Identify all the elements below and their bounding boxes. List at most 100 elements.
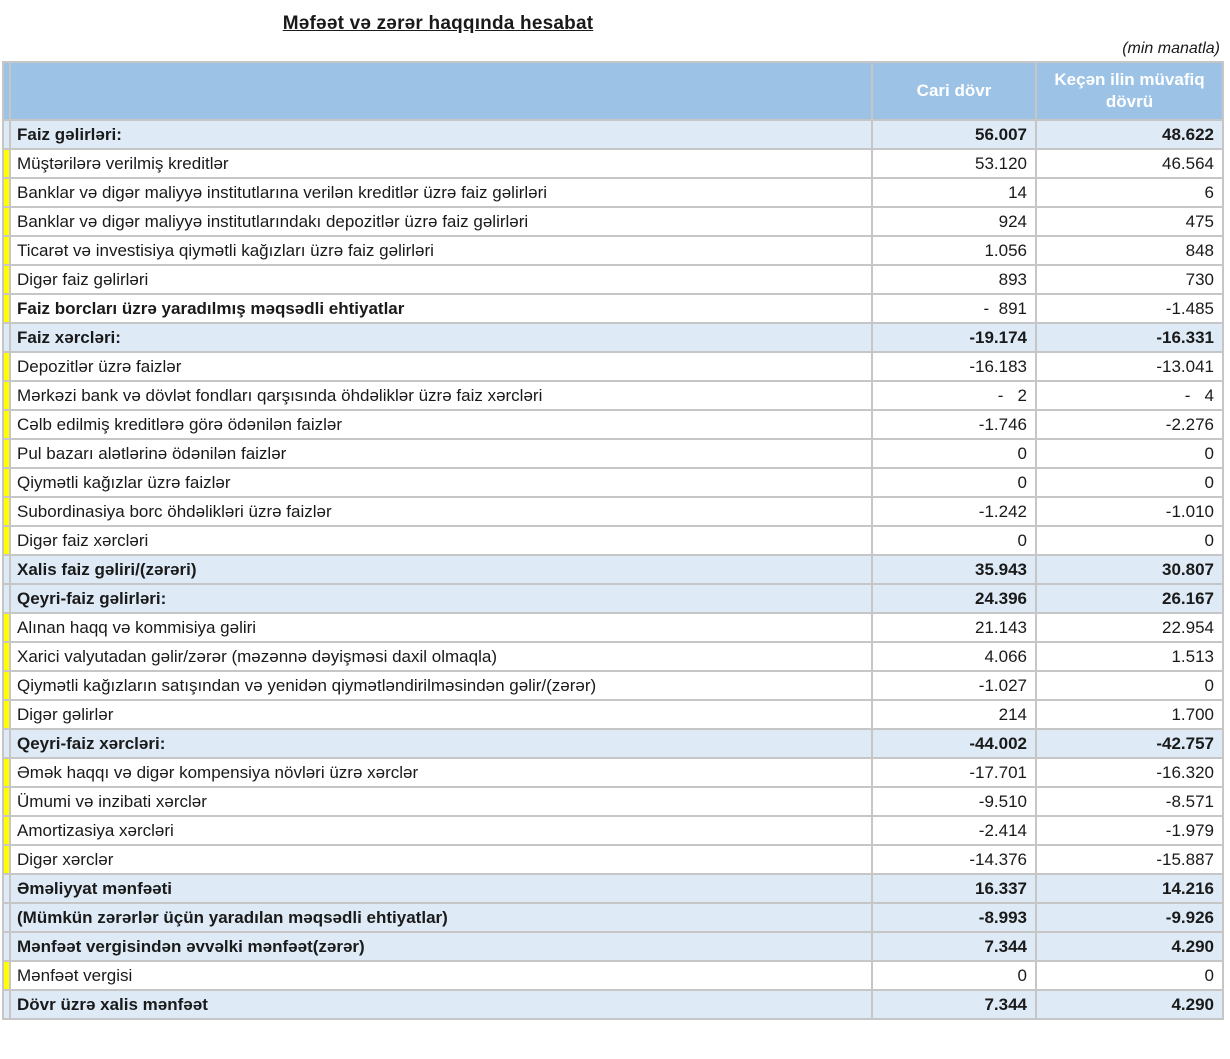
row-previous-value: 46.564 [1035,148,1224,179]
row-label: Mənfəət vergisi [9,960,873,991]
row-previous-value: 6 [1035,177,1224,208]
row-previous-value: -1.010 [1035,496,1224,527]
row-label: Xarici valyutadan gəlir/zərər (məzənnə d… [9,641,873,672]
pnl-table: Cari dövr Keçən ilin müvafiq dövrü Faiz … [2,61,1224,1020]
row-label: Pul bazarı alətlərinə ödənilən faizlər [9,438,873,469]
row-current-value: 0 [871,525,1037,556]
row-label: Digər faiz xərcləri [9,525,873,556]
row-previous-value: 0 [1035,438,1224,469]
table-row: Faiz borcları üzrə yaradılmış məqsədli e… [2,293,1224,324]
row-label: Ümumi və inzibati xərclər [9,786,873,817]
row-marker [2,351,11,382]
row-current-value: 53.120 [871,148,1037,179]
row-current-value: 0 [871,467,1037,498]
row-label: Müştərilərə verilmiş kreditlər [9,148,873,179]
row-previous-value: 0 [1035,467,1224,498]
row-marker [2,293,11,324]
table-row: Digər faiz gəlirləri 893 730 [2,264,1224,295]
row-previous-value: 0 [1035,960,1224,991]
row-current-value: 16.337 [871,873,1037,904]
header-label-cell [9,61,873,121]
row-marker [2,264,11,295]
table-row: Depozitlər üzrə faizlər -16.183 -13.041 [2,351,1224,382]
row-current-value: 1.056 [871,235,1037,266]
table-row: Pul bazarı alətlərinə ödənilən faizlər 0 0 [2,438,1224,469]
row-previous-value: 30.807 [1035,554,1224,585]
row-label: Mərkəzi bank və dövlət fondları qarşısın… [9,380,873,411]
row-current-value: 24.396 [871,583,1037,614]
table-row: Qeyri-faiz xərcləri: -44.002 -42.757 [2,728,1224,759]
table-row: Mənfəət vergisi 0 0 [2,960,1224,991]
row-current-value: 214 [871,699,1037,730]
report-title: Məfəət və zərər haqqında hesabat [282,13,594,34]
row-previous-value: -13.041 [1035,351,1224,382]
row-label: Qeyri-faiz xərcləri: [9,728,873,759]
row-label: Əmək haqqı və digər kompensiya növləri ü… [9,757,873,788]
row-marker [2,931,11,962]
row-current-value: -1.242 [871,496,1037,527]
row-marker [2,989,11,1020]
table-row: (Mümkün zərərlər üçün yaradılan məqsədli… [2,902,1224,933]
table-row: Qiymətli kağızlar üzrə faizlər 0 0 [2,467,1224,498]
row-previous-value: -16.331 [1035,322,1224,353]
row-label: Banklar və digər maliyyə institutlarında… [9,206,873,237]
row-marker [2,148,11,179]
table-row: Alınan haqq və kommisiya gəliri 21.143 22.… [2,612,1224,643]
table-row: Əmək haqqı və digər kompensiya növləri ü… [2,757,1224,788]
row-previous-value: -2.276 [1035,409,1224,440]
row-marker [2,786,11,817]
table-row: Ümumi və inzibati xərclər -9.510 -8.571 [2,786,1224,817]
row-marker [2,757,11,788]
row-marker [2,902,11,933]
table-row: Əməliyyat mənfəəti 16.337 14.216 [2,873,1224,904]
row-previous-value: 730 [1035,264,1224,295]
table-row: Xarici valyutadan gəlir/zərər (məzənnə d… [2,641,1224,672]
row-previous-value: 48.622 [1035,119,1224,150]
row-label: Əməliyyat mənfəəti [9,873,873,904]
row-marker [2,119,11,150]
row-label: Qiymətli kağızlar üzrə faizlər [9,467,873,498]
row-marker [2,322,11,353]
row-marker [2,206,11,237]
row-previous-value: 848 [1035,235,1224,266]
row-current-value: -8.993 [871,902,1037,933]
row-marker [2,844,11,875]
row-label: Cəlb edilmiş kreditlərə görə ödənilən fa… [9,409,873,440]
row-current-value: -9.510 [871,786,1037,817]
row-label: Faiz xərcləri: [9,322,873,353]
row-marker [2,815,11,846]
table-row: Digər gəlirlər 214 1.700 [2,699,1224,730]
row-label: Faiz gəlirləri: [9,119,873,150]
row-marker [2,467,11,498]
row-previous-value: -8.571 [1035,786,1224,817]
table-row: Subordinasiya borc öhdəlikləri üzrə faiz… [2,496,1224,527]
table-row: Qeyri-faiz gəlirləri: 24.396 26.167 [2,583,1224,614]
table-row: Ticarət və investisiya qiymətli kağızlar… [2,235,1224,266]
row-current-value: - 2 [871,380,1037,411]
row-marker [2,612,11,643]
row-label: Banklar və digər maliyyə institutlarına … [9,177,873,208]
row-current-value: -17.701 [871,757,1037,788]
row-current-value: 7.344 [871,931,1037,962]
row-current-value: 924 [871,206,1037,237]
row-marker [2,670,11,701]
row-marker [2,409,11,440]
table-row: Müştərilərə verilmiş kreditlər 53.120 46.5… [2,148,1224,179]
table-header-row: Cari dövr Keçən ilin müvafiq dövrü [2,61,1224,121]
row-previous-value: -42.757 [1035,728,1224,759]
table-row: Amortizasiya xərcləri -2.414 -1.979 [2,815,1224,846]
row-label: Digər gəlirlər [9,699,873,730]
row-current-value: -1.027 [871,670,1037,701]
row-current-value: -44.002 [871,728,1037,759]
row-previous-value: -16.320 [1035,757,1224,788]
row-previous-value: 0 [1035,670,1224,701]
row-previous-value: 14.216 [1035,873,1224,904]
row-current-value: -2.414 [871,815,1037,846]
row-label: Ticarət və investisiya qiymətli kağızlar… [9,235,873,266]
row-previous-value: -1.485 [1035,293,1224,324]
row-label: Dövr üzrə xalis mənfəət [9,989,873,1020]
row-label: Digər faiz gəlirləri [9,264,873,295]
row-previous-value: 0 [1035,525,1224,556]
row-current-value: -19.174 [871,322,1037,353]
table-row: Faiz gəlirləri: 56.007 48.622 [2,119,1224,150]
